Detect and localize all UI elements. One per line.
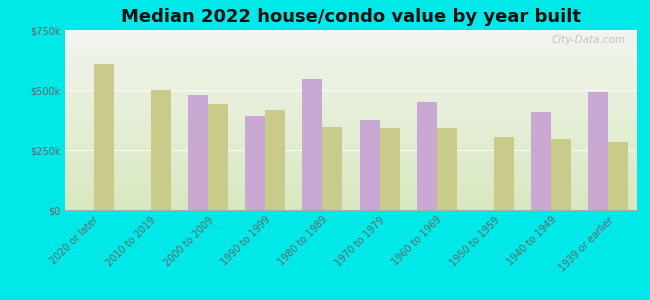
Text: City-Data.com: City-Data.com xyxy=(551,35,625,45)
Bar xyxy=(151,90,171,210)
Bar xyxy=(531,112,551,210)
Bar xyxy=(380,128,400,210)
Bar xyxy=(551,139,571,210)
Bar xyxy=(494,137,514,210)
Bar xyxy=(188,95,208,210)
Bar xyxy=(359,120,380,210)
Bar xyxy=(608,142,629,210)
Bar xyxy=(302,79,322,210)
Bar xyxy=(245,116,265,210)
Bar xyxy=(322,127,343,210)
Bar xyxy=(437,128,457,210)
Bar xyxy=(588,92,608,210)
Bar xyxy=(208,104,228,210)
Bar xyxy=(417,102,437,210)
Bar xyxy=(265,110,285,210)
Title: Median 2022 house/condo value by year built: Median 2022 house/condo value by year bu… xyxy=(121,8,581,26)
Bar xyxy=(94,64,114,210)
